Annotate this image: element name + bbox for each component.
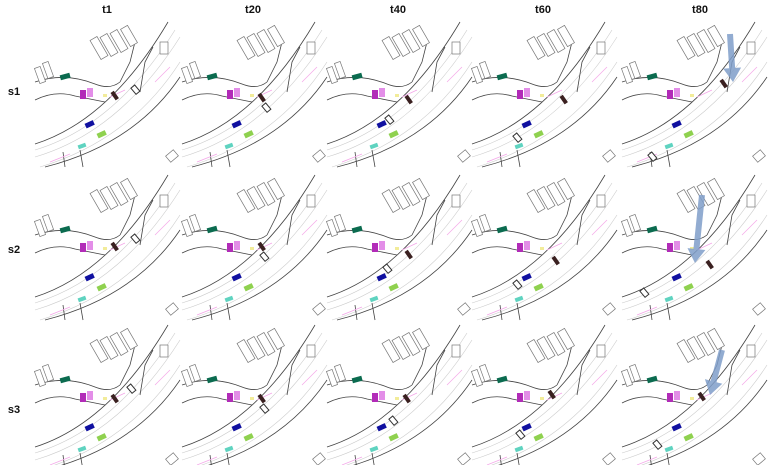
scene-panel <box>621 175 767 320</box>
scene-panel <box>326 22 472 167</box>
scene-panel <box>471 175 617 320</box>
direction-arrow <box>705 349 725 395</box>
vehicle <box>131 234 140 243</box>
map-scene <box>621 22 767 167</box>
column-label: t40 <box>390 4 406 16</box>
scene-panel <box>181 175 327 320</box>
map-scene <box>181 22 327 167</box>
row-label: s1 <box>8 86 20 98</box>
ego-vehicle <box>705 260 713 270</box>
map-scene <box>326 22 472 167</box>
direction-arrow <box>723 34 741 82</box>
column-label: t20 <box>245 4 261 16</box>
scene-panel <box>34 22 180 167</box>
vehicle <box>389 416 398 425</box>
column-label: t1 <box>102 4 112 16</box>
map-scene <box>471 175 617 320</box>
scene-panel <box>471 22 617 167</box>
scene-panel <box>621 325 767 465</box>
vehicle <box>513 280 522 289</box>
row-label: s2 <box>8 244 20 256</box>
map-scene <box>621 325 767 465</box>
scene-panel <box>34 175 180 320</box>
ego-vehicle <box>719 79 727 89</box>
map-scene <box>34 22 180 167</box>
ego-vehicle <box>559 95 567 105</box>
map-scene <box>181 325 327 465</box>
row-label: s3 <box>8 404 20 416</box>
vehicle <box>383 264 392 273</box>
scene-panel <box>326 325 472 465</box>
panel-grid <box>34 22 767 465</box>
map-scene <box>181 175 327 320</box>
map-scene <box>326 325 472 465</box>
ego-vehicle <box>257 93 265 103</box>
scene-panel <box>471 325 617 465</box>
column-label: t60 <box>535 4 551 16</box>
vehicle <box>262 103 271 112</box>
column-label: t80 <box>692 4 708 16</box>
scene-panel <box>326 175 472 320</box>
map-scene <box>471 325 617 465</box>
vehicle <box>385 115 394 124</box>
vehicle <box>516 430 525 439</box>
map-scene <box>471 22 617 167</box>
scene-panel <box>181 22 327 167</box>
scene-panel <box>34 325 180 465</box>
vehicle <box>260 252 269 261</box>
map-scene <box>326 175 472 320</box>
ego-vehicle <box>547 390 555 400</box>
map-scene <box>34 175 180 320</box>
scene-panel <box>181 325 327 465</box>
map-scene <box>34 325 180 465</box>
vehicle <box>127 384 136 393</box>
vehicle <box>653 440 662 449</box>
figure: t1 t20 t40 t60 t80 s1 s2 s3 <box>0 0 771 465</box>
vehicle <box>513 133 522 142</box>
scene-panel <box>621 22 767 167</box>
